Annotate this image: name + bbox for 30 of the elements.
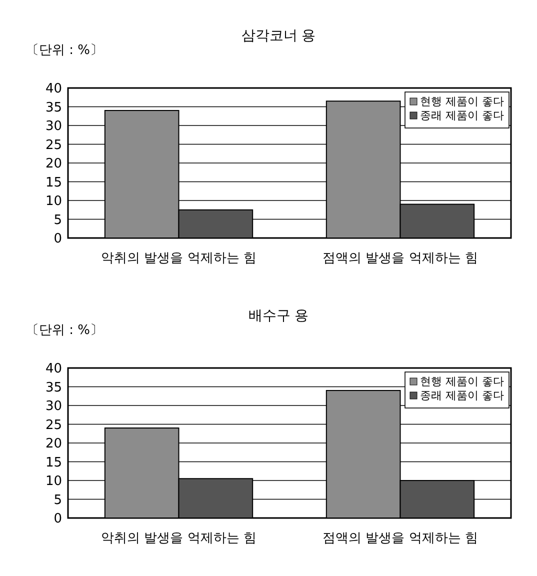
- chart-title: 삼각코너 용: [241, 28, 316, 44]
- legend-label: 현행 제품이 좋다: [420, 95, 504, 108]
- y-tick-label: 30: [45, 119, 62, 134]
- y-tick-label: 0: [54, 512, 62, 527]
- legend-label: 종래 제품이 좋다: [420, 109, 504, 122]
- text: 〔단위 : %〕: [26, 43, 103, 58]
- y-tick-label: 15: [45, 455, 62, 470]
- y-tick-label: 35: [45, 380, 62, 396]
- y-tick-label: 5: [54, 492, 62, 508]
- y-tick-label: 15: [45, 175, 62, 190]
- y-tick-label: 35: [45, 100, 62, 116]
- legend-label: 종래 제품이 좋다: [420, 389, 504, 402]
- y-tick-label: 10: [45, 194, 62, 210]
- y-tick-label: 25: [45, 418, 62, 433]
- y-tick-label: 40: [45, 82, 62, 97]
- x-tick-label: 악취의 발생을 억제하는 힘: [101, 251, 256, 266]
- y-tick-label: 30: [45, 399, 62, 414]
- y-tick-label: 40: [45, 362, 62, 377]
- y-tick-label: 20: [45, 156, 62, 172]
- y-tick-label: 0: [54, 232, 62, 247]
- y-tick-label: 10: [45, 474, 62, 490]
- y-tick-label: 25: [45, 138, 62, 153]
- x-tick-label: 점액의 발생을 억제하는 힘: [322, 251, 478, 266]
- legend-label: 현행 제품이 좋다: [420, 375, 504, 388]
- y-tick-label: 20: [45, 436, 62, 452]
- text: 〔단위 : %〕: [26, 323, 103, 338]
- chart-title: 배수구 용: [248, 308, 309, 324]
- x-tick-label: 점액의 발생을 억제하는 힘: [322, 531, 478, 546]
- x-tick-label: 악취의 발생을 억제하는 힘: [101, 531, 256, 546]
- y-tick-label: 5: [54, 212, 62, 228]
